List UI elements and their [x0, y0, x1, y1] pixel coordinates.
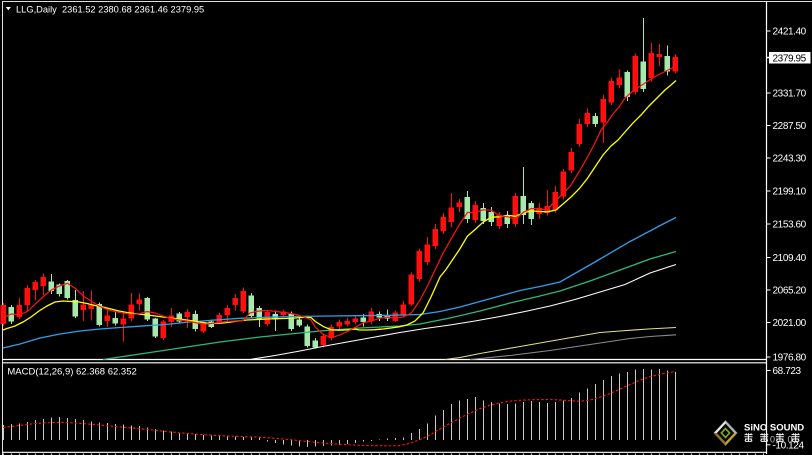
svg-text:1976.80: 1976.80 — [773, 353, 807, 364]
svg-text:LLG,Daily 2361.52 2380.68 236: LLG,Daily 2361.52 2380.68 2361.46 2379.9… — [16, 4, 204, 14]
svg-text:0: 0 — [788, 435, 793, 445]
svg-text:68.723: 68.723 — [773, 366, 802, 377]
svg-text:2021.00: 2021.00 — [773, 318, 807, 329]
svg-text:2287.50: 2287.50 — [773, 121, 807, 132]
svg-text:2109.40: 2109.40 — [773, 253, 807, 264]
svg-text:2331.70: 2331.70 — [773, 89, 807, 100]
svg-text:SiNO SOUND: SiNO SOUND — [744, 422, 804, 433]
svg-text:MACD(12,26,9) 62.368 62.352: MACD(12,26,9) 62.368 62.352 — [7, 367, 136, 378]
svg-text:2243.30: 2243.30 — [773, 154, 807, 165]
svg-text:2379.95: 2379.95 — [773, 53, 807, 64]
svg-text:0: 0 — [770, 435, 775, 445]
svg-text:2065.20: 2065.20 — [773, 286, 807, 297]
svg-text:2153.60: 2153.60 — [773, 220, 807, 231]
svg-text:2421.40: 2421.40 — [773, 27, 807, 38]
svg-text:-10.124: -10.124 — [773, 440, 805, 451]
svg-text:2199.10: 2199.10 — [773, 187, 807, 198]
